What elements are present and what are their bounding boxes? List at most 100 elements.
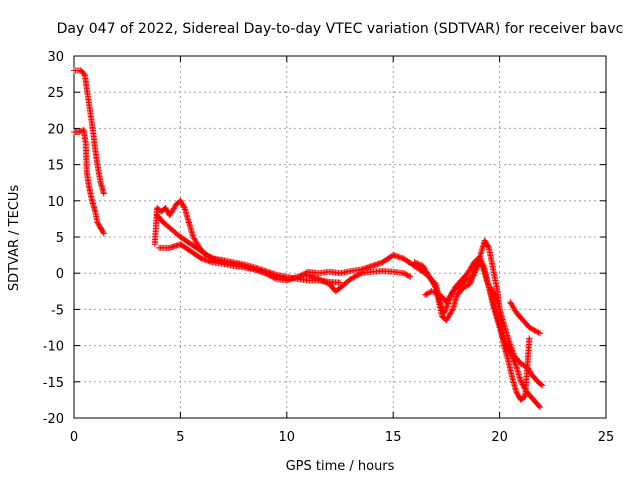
- y-tick-label: 0: [56, 267, 64, 282]
- data-point: [472, 265, 479, 272]
- data-point: [493, 296, 500, 303]
- data-point: [351, 273, 358, 280]
- data-point: [180, 203, 187, 210]
- data-point: [348, 275, 355, 282]
- data-point: [461, 283, 468, 290]
- data-point: [526, 335, 533, 342]
- data-point: [267, 273, 274, 280]
- y-tick-label: 10: [47, 195, 64, 210]
- data-point: [460, 284, 467, 291]
- data-point: [317, 276, 324, 283]
- data-point: [415, 261, 422, 268]
- data-point: [488, 284, 495, 291]
- data-point: [412, 259, 419, 266]
- data-point: [466, 281, 473, 288]
- data-point: [356, 270, 363, 277]
- data-point: [432, 283, 439, 290]
- y-tick-label: -10: [43, 340, 64, 355]
- data-point: [512, 362, 519, 369]
- data-point: [427, 276, 434, 283]
- y-tick-label: 20: [47, 122, 64, 137]
- data-point: [337, 279, 343, 286]
- data-point: [476, 254, 483, 261]
- data-point: [262, 270, 269, 277]
- data-point: [434, 290, 441, 297]
- data-point: [315, 275, 322, 282]
- data-point: [481, 265, 488, 272]
- data-point: [197, 254, 204, 261]
- data-point: [470, 271, 476, 278]
- data-point: [462, 283, 469, 290]
- data-point: [414, 260, 421, 267]
- y-tick-label: -20: [43, 412, 64, 427]
- x-tick-label: 20: [491, 430, 508, 445]
- data-point: [404, 272, 411, 279]
- data-point: [354, 272, 361, 279]
- x-tick-label: 5: [176, 430, 184, 445]
- axis-ticks: 0 5 10 15 20 25 -20 -15 -10 -5 0 5 10 15 20 25 30: [43, 50, 615, 445]
- data-point: [100, 190, 107, 197]
- data-point: [473, 261, 480, 268]
- data-point: [263, 270, 270, 277]
- data-point: [403, 271, 410, 278]
- data-point: [76, 129, 83, 136]
- data-point: [321, 278, 328, 285]
- data-point: [463, 276, 470, 283]
- data-point: [490, 290, 497, 297]
- data-point: [479, 261, 486, 268]
- data-point: [476, 253, 483, 260]
- data-point: [428, 288, 435, 295]
- chart-title: Day 047 of 2022, Sidereal Day-to-day VTE…: [57, 21, 624, 37]
- y-tick-label: -15: [43, 376, 64, 391]
- y-tick-label: -5: [51, 303, 64, 318]
- data-point: [534, 328, 541, 335]
- data-point: [405, 273, 412, 280]
- data-point: [423, 291, 430, 298]
- data-point: [443, 303, 450, 310]
- data-point: [467, 279, 474, 286]
- data-point: [520, 362, 527, 369]
- data-point: [468, 273, 475, 280]
- data-point: [466, 275, 473, 282]
- data-point: [422, 291, 429, 298]
- x-tick-label: 10: [279, 430, 296, 445]
- data-point: [429, 288, 436, 295]
- data-point: [485, 243, 492, 250]
- data-point: [402, 270, 409, 277]
- y-tick-label: 30: [47, 50, 64, 65]
- data-point: [442, 305, 449, 312]
- data-point: [480, 263, 487, 270]
- data-point: [475, 256, 482, 263]
- data-point: [432, 290, 439, 297]
- data-point: [528, 325, 535, 332]
- data-point: [491, 291, 498, 298]
- data-point: [472, 264, 479, 271]
- data-point: [521, 362, 528, 369]
- data-point: [474, 258, 481, 265]
- data-point: [270, 274, 277, 281]
- data-point: [464, 282, 471, 289]
- data-point: [512, 361, 519, 368]
- data-point: [530, 326, 537, 333]
- data-point: [537, 330, 544, 337]
- data-point: [271, 275, 278, 282]
- data-point: [471, 268, 478, 275]
- data-point: [448, 307, 455, 314]
- data-point: [417, 261, 424, 268]
- data-point: [537, 404, 544, 411]
- data-point: [318, 277, 325, 284]
- data-point: [527, 325, 534, 332]
- data-point: [443, 304, 450, 311]
- data-point: [489, 287, 496, 294]
- data-point: [517, 360, 524, 367]
- data-point: [269, 273, 276, 280]
- data-point: [465, 275, 472, 282]
- data-point: [488, 286, 495, 293]
- data-point: [265, 271, 272, 278]
- y-tick-label: 15: [47, 159, 64, 174]
- data-point: [474, 260, 481, 267]
- data-point: [536, 403, 543, 410]
- data-point: [266, 272, 273, 279]
- data-point: [475, 257, 482, 264]
